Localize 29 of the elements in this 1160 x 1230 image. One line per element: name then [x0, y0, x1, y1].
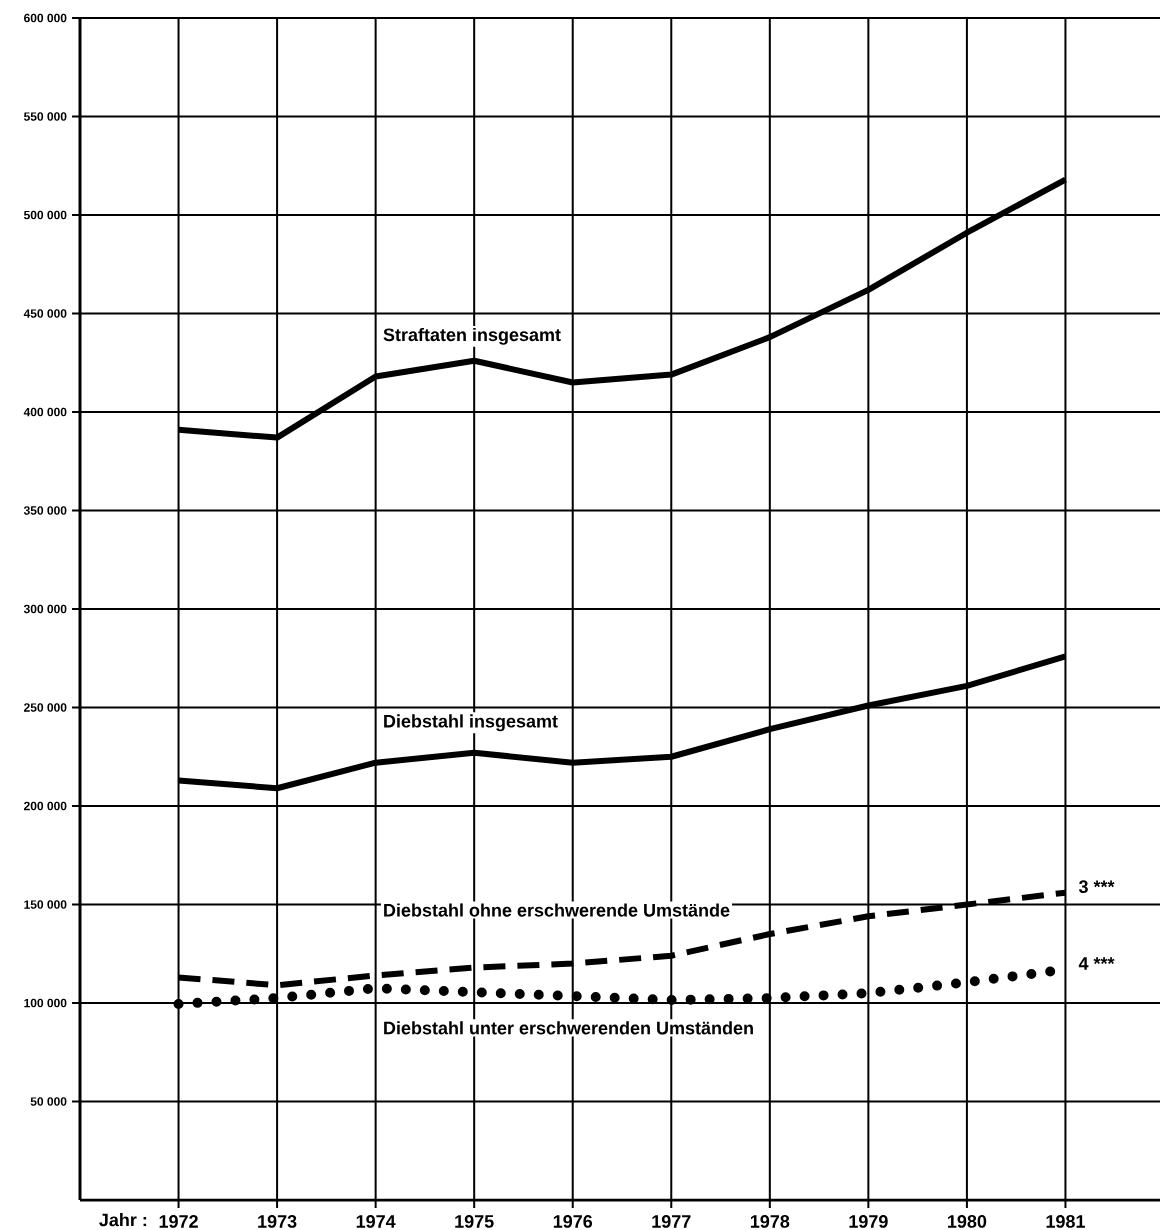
x-tick-label: 1977 — [652, 1215, 691, 1228]
y-tick-label: 600 000 — [24, 13, 67, 23]
x-tick-label: 1979 — [849, 1215, 888, 1228]
series-label: Diebstahl unter erschwerenden Umständen — [384, 1021, 753, 1035]
x-tick-label: 1981 — [1046, 1215, 1085, 1228]
annotation: 3 *** — [1078, 880, 1115, 894]
y-tick-label: 450 000 — [23, 309, 67, 318]
series-label: Diebstahl ohne erschwerende Umstände — [384, 903, 730, 917]
series-label: Straftaten insgesamt — [383, 327, 561, 345]
x-tick-label: 1972 — [159, 1215, 198, 1228]
x-tick-label: 1975 — [455, 1215, 494, 1228]
y-tick-label: 400 000 — [23, 407, 67, 417]
y-tick-label: 150 000 — [24, 900, 67, 909]
y-tick-label: 300 000 — [23, 604, 67, 614]
x-tick-label: 1976 — [553, 1215, 593, 1228]
x-tick-label: 1980 — [948, 1215, 987, 1228]
x-axis-title: Jahr : — [99, 1213, 147, 1227]
series-label: Diebstahl insgesamt — [384, 714, 558, 732]
y-tick-label: 250 000 — [24, 703, 67, 712]
annotation: 4 *** — [1078, 957, 1115, 970]
y-tick-label: 200 000 — [24, 801, 67, 811]
y-tick-label: 550 000 — [23, 112, 67, 121]
y-tick-label: 350 000 — [23, 506, 67, 515]
y-tick-label: 500 000 — [23, 210, 67, 220]
x-tick-label: 1974 — [356, 1215, 396, 1228]
y-tick-label: 100 000 — [24, 998, 67, 1008]
y-tick-label: 50 000 — [30, 1097, 67, 1106]
x-tick-label: 1973 — [258, 1215, 297, 1228]
x-tick-label: 1978 — [750, 1215, 790, 1228]
